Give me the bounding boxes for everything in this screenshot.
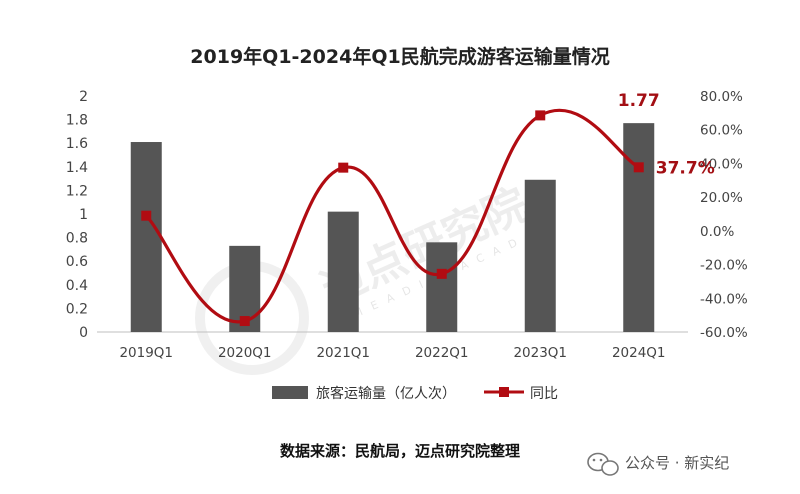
legend-bar-swatch <box>272 386 308 399</box>
right-tick-label: -60.0% <box>700 325 748 341</box>
legend-line-marker <box>499 387 509 397</box>
left-tick-label: 0 <box>79 325 88 341</box>
right-tick-label: -40.0% <box>700 291 748 307</box>
right-tick-label: 80.0% <box>700 89 743 105</box>
yoy-point <box>535 110 546 121</box>
bar <box>426 242 458 332</box>
x-tick-label: 2023Q1 <box>513 345 567 361</box>
x-tick-label: 2019Q1 <box>119 345 173 361</box>
yoy-point <box>141 210 152 221</box>
x-tick-label: 2022Q1 <box>415 345 469 361</box>
x-axis: 2019Q1 2020Q1 2021Q1 2022Q1 2023Q1 2024Q1 <box>119 345 665 361</box>
left-tick-label: 0.6 <box>66 254 88 270</box>
left-tick-label: 1.8 <box>66 113 88 129</box>
right-tick-label: 20.0% <box>700 190 743 206</box>
bar <box>623 123 655 332</box>
yoy-point <box>338 162 349 173</box>
left-tick-label: 1 <box>79 207 88 223</box>
bar <box>327 211 359 332</box>
bar-last-label: 1.77 <box>618 91 660 111</box>
left-tick-label: 1.6 <box>66 136 88 152</box>
chart-title: 2019年Q1-2024年Q1民航完成游客运输量情况 <box>190 45 609 68</box>
legend-line-label: 同比 <box>530 386 558 402</box>
left-tick-label: 2 <box>79 89 88 105</box>
bar <box>130 142 162 332</box>
wechat-label: 公众号 · 新实纪 <box>625 454 729 472</box>
annotations: 1.77 37.7% <box>618 91 715 178</box>
wechat-tag: 公众号 · 新实纪 <box>587 452 729 476</box>
legend: 旅客运输量（亿人次） 同比 <box>272 385 558 402</box>
left-tick-label: 0.8 <box>66 231 88 247</box>
x-tick-label: 2021Q1 <box>316 345 370 361</box>
left-tick-label: 0.2 <box>66 301 88 317</box>
bar <box>524 179 556 332</box>
right-axis: -60.0% -40.0% -20.0% 0.0% 20.0% 40.0% 60.0% 80.… <box>700 89 748 341</box>
line-series <box>141 108 644 327</box>
x-tick-label: 2024Q1 <box>612 345 666 361</box>
yoy-point <box>239 316 250 327</box>
left-tick-label: 0.4 <box>66 278 88 294</box>
right-tick-label: 0.0% <box>700 224 734 240</box>
right-tick-label: -20.0% <box>700 258 748 274</box>
wechat-icon <box>587 452 619 476</box>
yoy-point <box>436 268 447 279</box>
legend-bar-label: 旅客运输量（亿人次） <box>316 385 456 402</box>
x-tick-label: 2020Q1 <box>218 345 272 361</box>
yoy-point <box>633 162 644 173</box>
left-tick-label: 1.4 <box>66 160 88 176</box>
line-last-label: 37.7% <box>656 158 715 178</box>
bar-series <box>130 123 655 332</box>
right-tick-label: 60.0% <box>700 123 743 139</box>
left-axis: 0 0.2 0.4 0.6 0.8 1 1.2 1.4 1.6 1.8 2 <box>66 89 88 341</box>
source-note: 数据来源：民航局，迈点研究院整理 <box>280 442 520 460</box>
left-tick-label: 1.2 <box>66 183 88 199</box>
right-tick-label: 40.0% <box>700 156 743 172</box>
